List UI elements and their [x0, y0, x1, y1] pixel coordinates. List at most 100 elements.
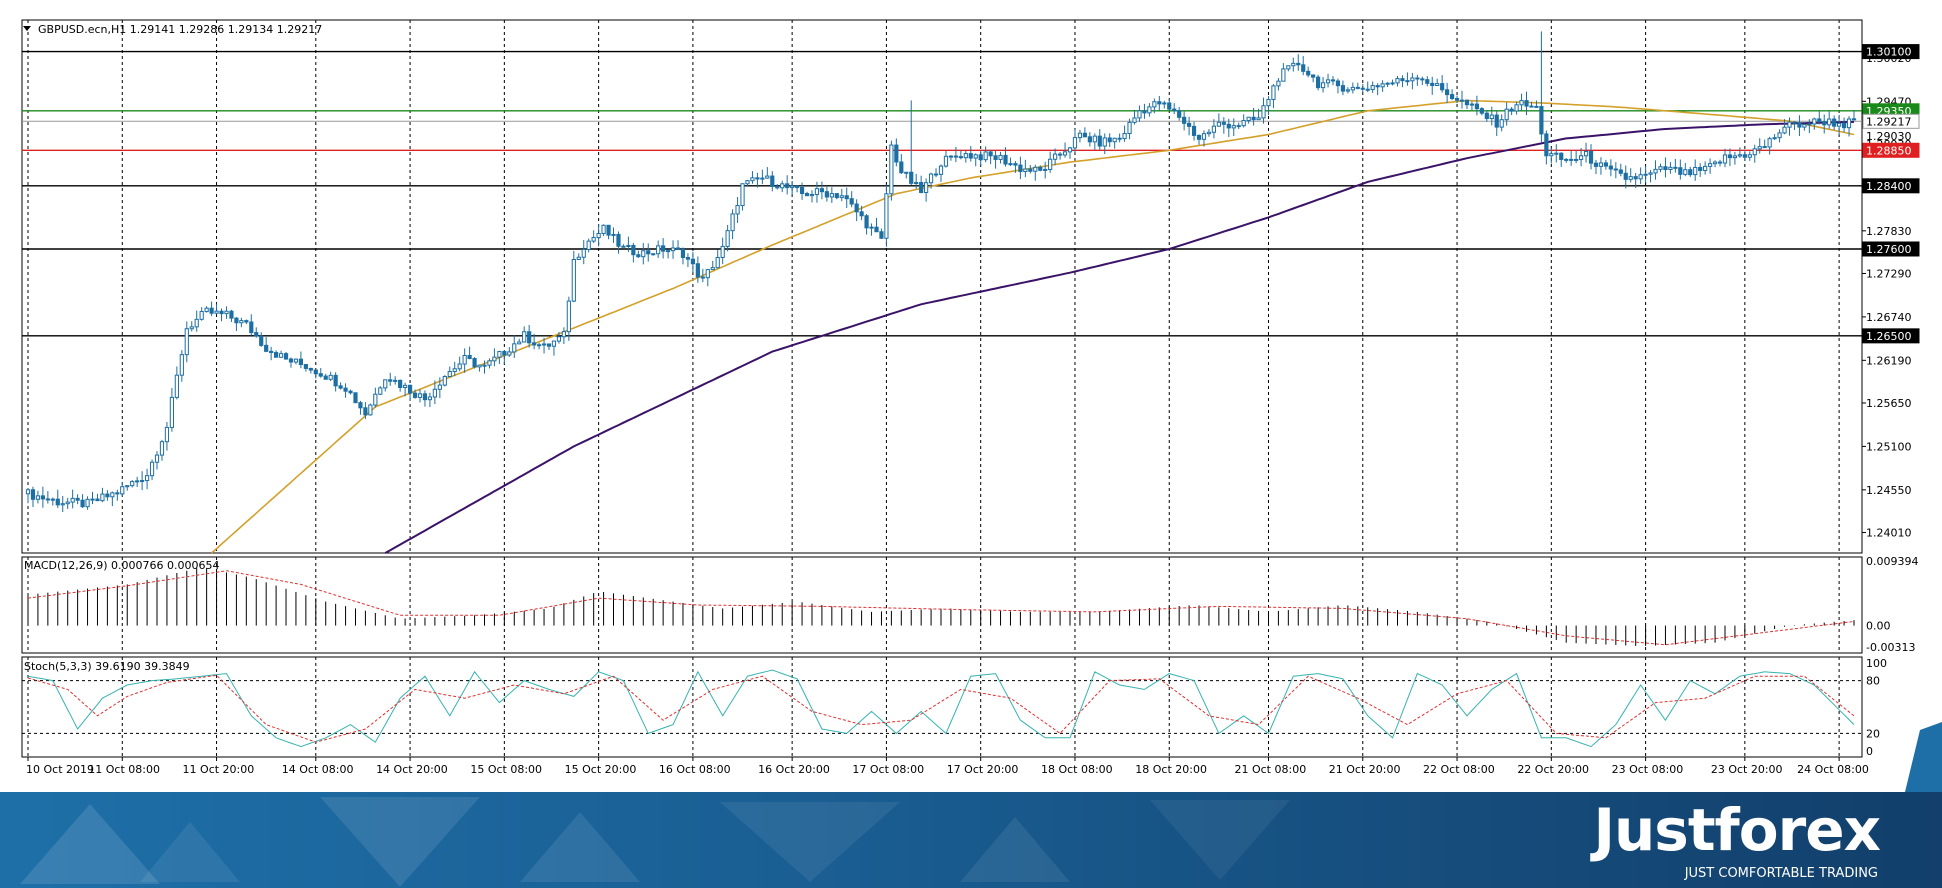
moving-average-fast-line	[211, 99, 1855, 554]
collapse-triangle-icon[interactable]	[23, 26, 31, 31]
candle-body	[909, 171, 914, 184]
candle-body	[1157, 101, 1162, 105]
candle-body	[120, 486, 125, 495]
candle-body	[244, 320, 249, 323]
candle-body	[968, 153, 973, 159]
candle-body	[1593, 162, 1599, 167]
candle-body	[333, 374, 338, 387]
candle-body	[1608, 165, 1613, 170]
candle-body	[140, 480, 145, 483]
candle-body	[1018, 164, 1023, 173]
level-label-box	[1862, 113, 1920, 129]
time-tick-label: 15 Oct 08:00	[470, 763, 542, 776]
candle-body	[110, 492, 115, 498]
candle-body	[1524, 100, 1529, 107]
candle-body	[1186, 122, 1192, 127]
candle-body	[799, 186, 805, 195]
candle-body	[249, 321, 254, 334]
candle-body	[601, 224, 606, 235]
candle-body	[209, 307, 214, 314]
time-tick-label: 22 Oct 20:00	[1517, 763, 1589, 776]
candle-body	[884, 193, 889, 239]
candle-body	[735, 205, 740, 215]
candle-body	[1717, 161, 1723, 164]
candle-body	[1469, 103, 1475, 106]
candle-body	[318, 373, 323, 377]
candle-body	[60, 503, 65, 506]
candle-body	[1395, 78, 1400, 84]
candle-body	[1792, 121, 1797, 124]
candle-body	[705, 269, 710, 279]
candle-body	[1231, 125, 1236, 129]
candle-body	[983, 151, 988, 161]
candle-body	[40, 495, 45, 500]
candle-body	[55, 498, 60, 506]
candle-body	[1445, 89, 1450, 96]
stoch-main-line	[27, 669, 1855, 748]
candle-body	[879, 231, 884, 239]
candle-body	[343, 387, 348, 392]
time-tick-label: 16 Oct 20:00	[758, 763, 830, 776]
candle-body	[149, 461, 155, 477]
candle-body	[1658, 166, 1663, 170]
candle-body	[1757, 146, 1762, 150]
candle-body	[1678, 167, 1683, 175]
candle-body	[1013, 163, 1018, 166]
candle-body	[1449, 94, 1455, 100]
candle-body	[1271, 85, 1276, 100]
candle-body	[130, 481, 135, 487]
brand-tagline: JUST COMFORTABLE TRADING	[1684, 866, 1878, 881]
candle-body	[1807, 123, 1812, 126]
candle-body	[437, 384, 442, 390]
time-tick-label: 22 Oct 08:00	[1423, 763, 1495, 776]
candle-body	[30, 489, 36, 500]
candle-body	[1127, 121, 1132, 135]
candle-body	[1817, 118, 1822, 123]
stoch-signal-line	[27, 674, 1855, 743]
candle-body	[1296, 62, 1301, 66]
candle-body	[1142, 110, 1147, 114]
candle-body	[353, 392, 358, 404]
candle-body	[1003, 154, 1008, 165]
candle-body	[1459, 99, 1465, 102]
candle-body	[1648, 172, 1653, 175]
candle-body	[1832, 118, 1837, 127]
candle-body	[616, 233, 621, 247]
symbol-header: GBPUSD.ecn,H1 1.29141 1.29286 1.29134 1.…	[38, 23, 322, 36]
candle-body	[1529, 105, 1534, 108]
candle-body	[938, 165, 944, 175]
brand-banner	[0, 792, 1942, 888]
candle-body	[953, 155, 958, 158]
candle-body	[388, 379, 393, 382]
price-tick-label: 1.26190	[1866, 354, 1912, 367]
candle-body	[115, 492, 120, 495]
candle-body	[135, 480, 140, 483]
candle-body	[541, 343, 547, 346]
candle-body	[1747, 154, 1752, 158]
candle-body	[1837, 122, 1842, 127]
candle-body	[1603, 162, 1609, 167]
candle-body	[447, 371, 452, 378]
stoch-tick-label: 0	[1866, 745, 1873, 758]
candle-body	[814, 188, 820, 196]
candle-body	[159, 441, 165, 456]
candle-body	[189, 326, 194, 330]
candle-body	[254, 332, 259, 337]
candle-body	[1454, 98, 1460, 101]
candle-body	[373, 393, 378, 406]
price-tick-label: 1.25100	[1866, 440, 1912, 453]
candle-body	[700, 276, 705, 279]
candle-body	[576, 256, 581, 260]
candle-body	[169, 396, 174, 428]
candle-body	[184, 328, 189, 356]
candle-body	[1201, 133, 1207, 140]
candle-body	[1851, 118, 1857, 121]
candle-body	[194, 318, 199, 328]
candle-body	[770, 175, 775, 187]
candle-body	[1087, 136, 1092, 143]
candle-body	[1822, 121, 1827, 126]
candle-body	[948, 155, 954, 158]
candle-body	[1653, 168, 1658, 174]
time-tick-label: 21 Oct 08:00	[1234, 763, 1306, 776]
